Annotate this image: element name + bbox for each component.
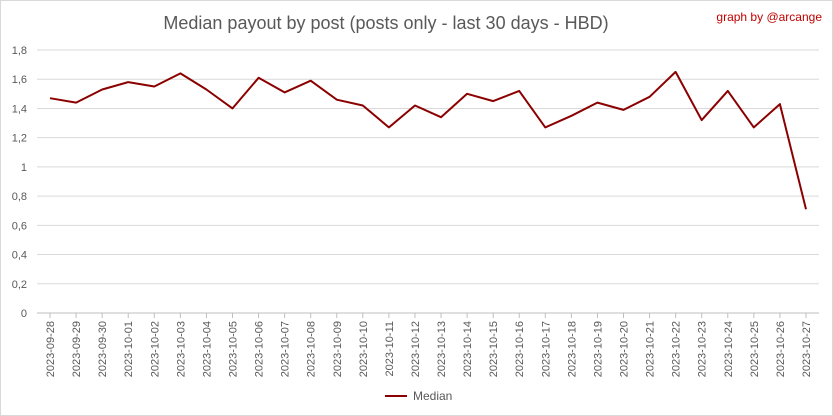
x-tick-label: 2023-10-25 <box>749 321 761 377</box>
y-tick-label: 1,8 <box>12 45 27 57</box>
x-tick-label: 2023-10-16 <box>514 321 526 377</box>
x-tick-label: 2023-10-11 <box>384 321 396 376</box>
x-tick-label: 2023-10-19 <box>592 321 604 377</box>
x-axis: 2023-09-28 2023-09-29 2023-09-30 2023-10-01… <box>45 313 813 377</box>
x-tick-label: 2023-10-22 <box>671 321 683 377</box>
x-tick-label: 2023-10-10 <box>358 321 370 377</box>
y-tick-label: 0 <box>21 308 27 320</box>
x-tick-label: 2023-10-01 <box>123 321 135 377</box>
x-tick-label: 2023-10-03 <box>175 321 187 377</box>
x-tick-label: 2023-10-17 <box>540 321 552 377</box>
grid-lines <box>37 49 819 314</box>
y-tick-label: 1,4 <box>12 103 27 115</box>
chart-title: Median payout by post (posts only - last… <box>163 13 608 33</box>
x-tick-label: 2023-10-21 <box>645 321 657 377</box>
x-tick-label: 2023-10-02 <box>149 321 161 377</box>
x-tick-label: 2023-10-12 <box>410 321 422 377</box>
x-tick-label: 2023-10-07 <box>280 321 292 377</box>
y-tick-label: 0,6 <box>12 220 27 232</box>
x-tick-label: 2023-10-20 <box>619 321 631 377</box>
series-line-median <box>49 70 807 210</box>
legend-label: Median <box>413 389 452 403</box>
x-tick-label: 2023-10-27 <box>801 321 813 377</box>
x-tick-label: 2023-10-14 <box>462 321 474 377</box>
x-tick-label: 2023-10-23 <box>697 321 709 377</box>
y-tick-label: 1,2 <box>12 133 27 145</box>
x-tick-label: 2023-10-08 <box>306 321 318 377</box>
x-tick-label: 2023-10-06 <box>254 321 266 377</box>
x-tick-label: 2023-09-30 <box>97 321 109 377</box>
y-tick-label: 0,2 <box>12 279 27 291</box>
y-axis: 0 0,2 0,4 0,6 0,8 1 1,2 1,4 1,6 1,8 <box>12 45 27 320</box>
x-tick-label: 2023-10-26 <box>775 321 787 377</box>
x-tick-label: 2023-10-15 <box>488 321 500 377</box>
x-tick-label: 2023-09-28 <box>45 321 57 377</box>
y-tick-label: 0,4 <box>12 250 27 262</box>
y-tick-label: 1,6 <box>12 74 27 86</box>
x-tick-label: 2023-10-24 <box>723 321 735 377</box>
x-tick-label: 2023-10-18 <box>566 321 578 377</box>
y-tick-label: 0,8 <box>12 191 27 203</box>
y-tick-label: 1 <box>21 162 27 174</box>
x-tick-label: 2023-10-09 <box>332 321 344 377</box>
x-tick-label: 2023-10-13 <box>436 321 448 377</box>
legend: Median <box>385 389 452 403</box>
x-tick-label: 2023-10-04 <box>201 321 213 377</box>
chart-credit: graph by @arcange <box>716 10 822 24</box>
x-tick-label: 2023-09-29 <box>71 321 83 377</box>
x-tick-label: 2023-10-05 <box>228 321 240 377</box>
series-group <box>49 70 807 210</box>
